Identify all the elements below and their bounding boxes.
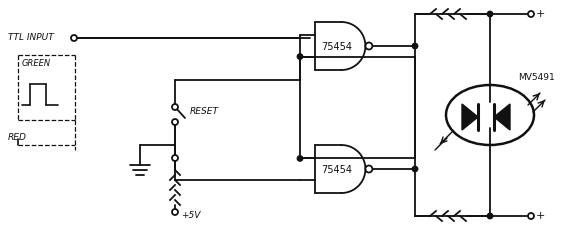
Circle shape [413, 167, 417, 172]
Text: +5V: +5V [181, 211, 200, 219]
Text: +: + [536, 9, 545, 19]
Circle shape [365, 165, 373, 172]
Circle shape [172, 155, 178, 161]
Text: 75454: 75454 [321, 165, 352, 175]
Circle shape [172, 119, 178, 125]
Circle shape [528, 213, 534, 219]
Circle shape [71, 35, 77, 41]
Text: RED: RED [8, 134, 27, 143]
Circle shape [365, 43, 373, 50]
Text: 75454: 75454 [321, 42, 352, 52]
Circle shape [298, 54, 303, 59]
Circle shape [413, 44, 417, 48]
Text: +: + [536, 211, 545, 221]
Polygon shape [462, 104, 478, 130]
Text: RESET: RESET [190, 107, 219, 117]
Circle shape [528, 11, 534, 17]
Circle shape [488, 213, 493, 219]
Circle shape [172, 104, 178, 110]
Ellipse shape [446, 85, 534, 145]
Circle shape [172, 209, 178, 215]
Circle shape [298, 156, 303, 161]
Circle shape [488, 11, 493, 17]
Text: TTL INPUT: TTL INPUT [8, 33, 54, 43]
Text: MV5491: MV5491 [518, 73, 555, 81]
Text: GREEN: GREEN [22, 58, 51, 67]
Polygon shape [494, 104, 510, 130]
